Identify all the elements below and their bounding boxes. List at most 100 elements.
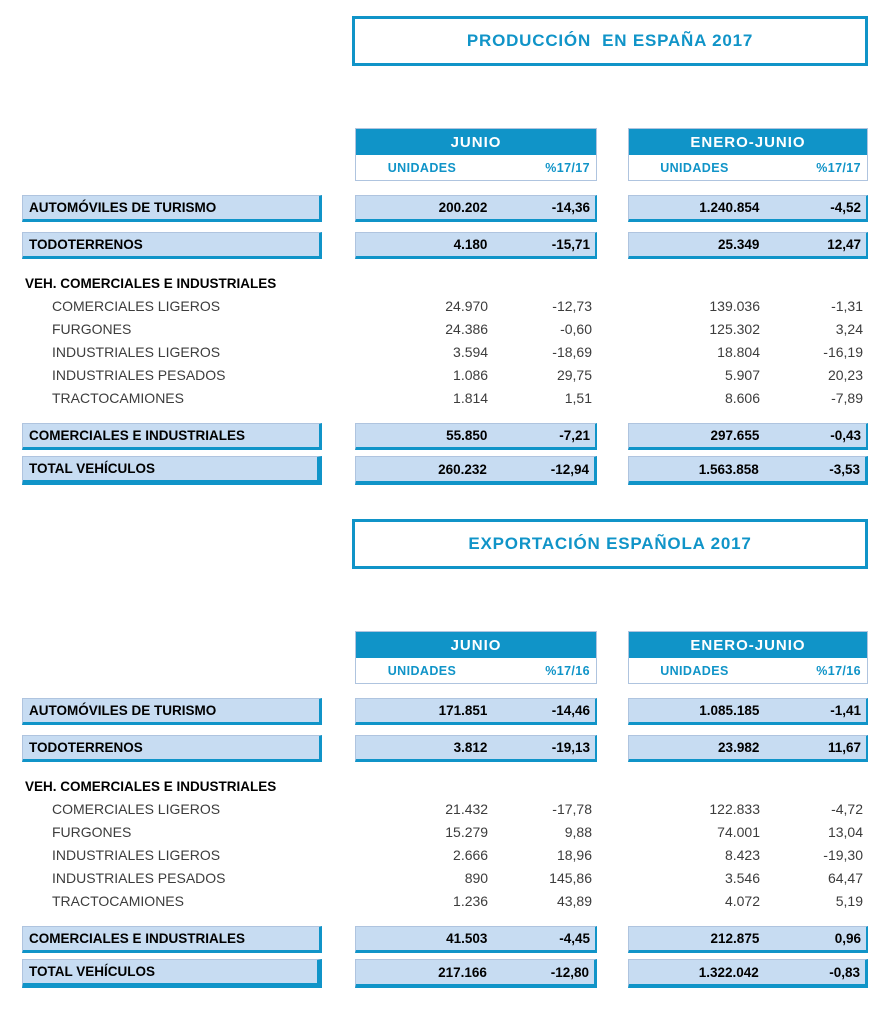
units-value: 171.851 xyxy=(438,703,488,718)
units-value: 212.875 xyxy=(710,931,760,946)
pct-value: -4,52 xyxy=(830,200,861,215)
units-value: 74.001 xyxy=(717,823,760,840)
table-row: COMERCIALES E INDUSTRIALES 41.503 -4,45 212… xyxy=(22,926,892,953)
value-cell: 122.833 -4,72 xyxy=(628,797,868,820)
units-value: 24.970 xyxy=(445,297,489,314)
units-value: 1.563.858 xyxy=(698,461,759,477)
pct-value: -19,30 xyxy=(823,846,863,863)
group-title: ENERO-JUNIO xyxy=(629,632,867,658)
units-value: 25.349 xyxy=(718,237,760,252)
column-group-enero-junio: ENERO-JUNIO UNIDADES %17/17 xyxy=(628,128,868,181)
units-value: 2.666 xyxy=(453,846,489,863)
units-value: 1.240.854 xyxy=(699,200,760,215)
units-value: 3.546 xyxy=(724,869,760,886)
pct-value: -0,60 xyxy=(560,320,592,337)
value-cell: 3.812 -19,13 xyxy=(355,735,597,762)
units-value: 3.594 xyxy=(453,343,489,360)
column-headers: JUNIO UNIDADES %17/16 ENERO-JUNIO UNIDAD… xyxy=(22,631,892,684)
pct-value: -18,69 xyxy=(552,343,592,360)
row-label: FURGONES xyxy=(52,823,132,840)
column-headers: JUNIO UNIDADES %17/17 ENERO-JUNIO UNIDAD… xyxy=(22,128,892,181)
pct-value: -1,31 xyxy=(831,297,863,314)
value-cell: 260.232 -12,94 xyxy=(355,456,597,485)
group-subheaders: UNIDADES %17/17 xyxy=(629,155,867,180)
value-cell: 171.851 -14,46 xyxy=(355,698,597,725)
units-value: 1.814 xyxy=(453,389,489,406)
units-value: 1.086 xyxy=(453,366,489,383)
pct-value: 18,96 xyxy=(556,846,592,863)
pct-value: -7,21 xyxy=(559,428,590,443)
value-cell: 15.279 9,88 xyxy=(355,820,597,843)
table-row: VEH. COMERCIALES E INDUSTRIALES xyxy=(22,272,892,294)
pct-value: 64,47 xyxy=(827,869,863,886)
table-rows: AUTOMÓVILES DE TURISMO 200.202 -14,36 1.240… xyxy=(0,195,892,485)
value-cell: 3.594 -18,69 xyxy=(355,340,597,363)
value-cell: 217.166 -12,80 xyxy=(355,959,597,988)
group-title: JUNIO xyxy=(356,129,596,155)
label-column-spacer xyxy=(22,128,322,181)
table-row: COMERCIALES E INDUSTRIALES 55.850 -7,21 297… xyxy=(22,423,892,450)
value-cell: 4.180 -15,71 xyxy=(355,232,597,259)
pct-value: 9,88 xyxy=(564,823,592,840)
row-label: COMERCIALES E INDUSTRIALES xyxy=(22,926,322,953)
row-label: INDUSTRIALES LIGEROS xyxy=(52,846,221,863)
pct-value: -7,89 xyxy=(831,389,863,406)
table-row: INDUSTRIALES PESADOS 1.086 29,75 5.907 20,23 xyxy=(22,363,892,386)
table-rows: AUTOMÓVILES DE TURISMO 171.851 -14,46 1.085… xyxy=(0,698,892,988)
table-row: VEH. COMERCIALES E INDUSTRIALES xyxy=(22,775,892,797)
units-value: 18.804 xyxy=(717,343,760,360)
section-label: VEH. COMERCIALES E INDUSTRIALES xyxy=(25,778,277,794)
value-cell: 5.907 20,23 xyxy=(628,363,868,386)
row-label: TRACTOCAMIONES xyxy=(52,892,184,909)
units-value: 23.982 xyxy=(718,740,760,755)
table-row: FURGONES 24.386 -0,60 125.302 3,24 xyxy=(22,317,892,340)
table-row: AUTOMÓVILES DE TURISMO 171.851 -14,46 1.085… xyxy=(22,698,892,725)
units-header: UNIDADES xyxy=(387,663,457,678)
value-cell: 8.423 -19,30 xyxy=(628,843,868,866)
table-row: COMERCIALES LIGEROS 21.432 -17,78 122.833 -4… xyxy=(22,797,892,820)
units-value: 3.812 xyxy=(453,740,488,755)
units-value: 4.180 xyxy=(453,237,488,252)
table-row: TOTAL VEHÍCULOS 217.166 -12,80 1.322.042 -0,… xyxy=(22,959,892,988)
value-cell: 74.001 13,04 xyxy=(628,820,868,843)
row-label: INDUSTRIALES PESADOS xyxy=(52,869,226,886)
pct-value: 12,47 xyxy=(827,237,861,252)
table-row: TOTAL VEHÍCULOS 260.232 -12,94 1.563.858 -3,… xyxy=(22,456,892,485)
column-group-junio: JUNIO UNIDADES %17/16 xyxy=(355,631,597,684)
units-value: 8.606 xyxy=(724,389,760,406)
units-value: 21.432 xyxy=(445,800,489,817)
value-cell: 24.970 -12,73 xyxy=(355,294,597,317)
units-value: 1.236 xyxy=(453,892,489,909)
value-cell: 3.546 64,47 xyxy=(628,866,868,889)
pct-header: %17/17 xyxy=(545,160,590,175)
value-cell: 1.322.042 -0,83 xyxy=(628,959,868,988)
value-cell: 21.432 -17,78 xyxy=(355,797,597,820)
units-value: 122.833 xyxy=(709,800,760,817)
table-row: INDUSTRIALES PESADOS 890 145,86 3.546 64,47 xyxy=(22,866,892,889)
pct-value: 11,67 xyxy=(827,740,861,755)
row-label: INDUSTRIALES LIGEROS xyxy=(52,343,221,360)
units-value: 125.302 xyxy=(709,320,760,337)
row-label: TODOTERRENOS xyxy=(22,232,322,259)
value-cell: 8.606 -7,89 xyxy=(628,386,868,409)
units-value: 297.655 xyxy=(710,428,760,443)
table-row: INDUSTRIALES LIGEROS 2.666 18,96 8.423 -19,3… xyxy=(22,843,892,866)
units-value: 5.907 xyxy=(724,366,760,383)
value-cell: 24.386 -0,60 xyxy=(355,317,597,340)
units-value: 260.232 xyxy=(438,461,487,477)
units-value: 8.423 xyxy=(724,846,760,863)
value-cell: 1.814 1,51 xyxy=(355,386,597,409)
row-label: AUTOMÓVILES DE TURISMO xyxy=(22,698,322,725)
export-table: EXPORTACIÓN ESPAÑOLA 2017 JUNIO UNIDADES… xyxy=(0,519,892,988)
row-label: COMERCIALES LIGEROS xyxy=(52,297,221,314)
units-header: UNIDADES xyxy=(387,160,457,175)
units-value: 55.850 xyxy=(446,428,488,443)
column-group-enero-junio: ENERO-JUNIO UNIDADES %17/16 xyxy=(628,631,868,684)
units-value: 4.072 xyxy=(724,892,760,909)
table-row: TODOTERRENOS 3.812 -19,13 23.982 11,67 xyxy=(22,735,892,762)
table-row: TRACTOCAMIONES 1.814 1,51 8.606 -7,89 xyxy=(22,386,892,409)
row-label: FURGONES xyxy=(52,320,132,337)
pct-value: -14,46 xyxy=(551,703,590,718)
table-row: COMERCIALES LIGEROS 24.970 -12,73 139.036 -1… xyxy=(22,294,892,317)
group-subheaders: UNIDADES %17/16 xyxy=(356,658,596,683)
